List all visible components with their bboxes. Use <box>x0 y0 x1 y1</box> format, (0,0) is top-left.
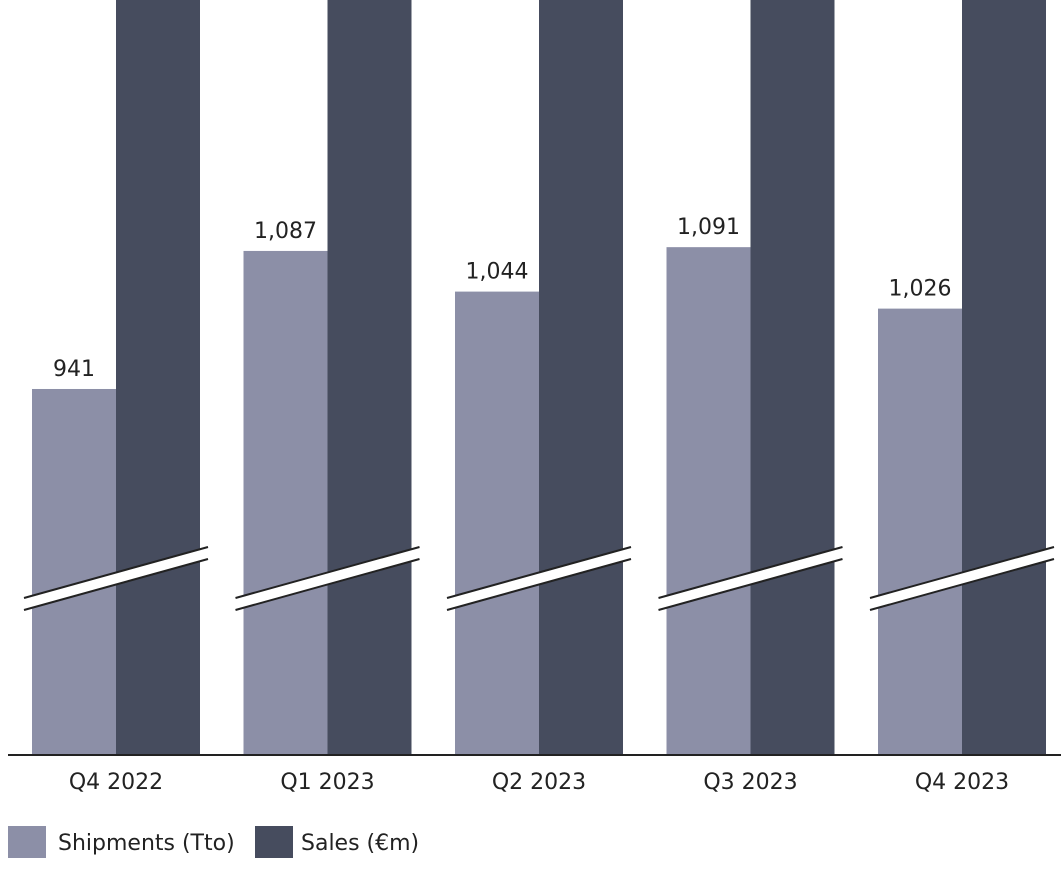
axis-break-0 <box>23 546 209 611</box>
value-labels-layer: 9411,7751,0871,8401,0441,7541,0911,7561,… <box>53 215 952 382</box>
bar-shipments-2 <box>455 291 539 755</box>
legend-item-sales: Sales (€m) <box>255 826 419 858</box>
legend: Shipments (Tto) Sales (€m) <box>8 826 419 858</box>
bar-shipments-4 <box>878 308 962 755</box>
bar-sales-0 <box>116 0 200 755</box>
x-tick-label-4: Q4 2023 <box>915 770 1009 795</box>
value-label-shipments-2: 1,044 <box>466 260 529 285</box>
axis-break-3 <box>658 546 843 611</box>
value-label-shipments-1: 1,087 <box>254 219 317 244</box>
value-label-shipments-0: 941 <box>53 357 95 382</box>
bars-layer <box>32 0 1046 756</box>
x-tick-label-0: Q4 2022 <box>69 770 163 795</box>
x-tick-label-2: Q2 2023 <box>492 770 586 795</box>
axis-break-2 <box>446 546 632 611</box>
legend-label-sales: Sales (€m) <box>301 831 419 856</box>
legend-swatch-shipments <box>8 826 46 858</box>
axis-break-layer <box>23 546 1055 611</box>
bar-shipments-0 <box>32 388 116 755</box>
value-label-shipments-3: 1,091 <box>677 215 740 240</box>
bar-sales-3 <box>750 0 835 756</box>
axis-break-4 <box>869 546 1055 611</box>
legend-label-shipments: Shipments (Tto) <box>58 831 235 856</box>
bar-sales-1 <box>327 0 412 756</box>
value-label-shipments-4: 1,026 <box>889 277 952 302</box>
axis-break-1 <box>235 546 420 611</box>
x-tick-labels-layer: Q4 2022 Q1 2023 Q2 2023 Q3 2023 Q4 2023 <box>69 770 1009 795</box>
x-tick-label-3: Q3 2023 <box>703 770 797 795</box>
bar-shipments-3 <box>666 247 751 756</box>
bar-sales-2 <box>539 0 623 756</box>
legend-swatch-sales <box>255 826 293 858</box>
legend-item-shipments: Shipments (Tto) <box>8 826 235 858</box>
bar-shipments-1 <box>243 250 328 755</box>
x-tick-label-1: Q1 2023 <box>280 770 374 795</box>
bar-sales-4 <box>962 0 1046 756</box>
